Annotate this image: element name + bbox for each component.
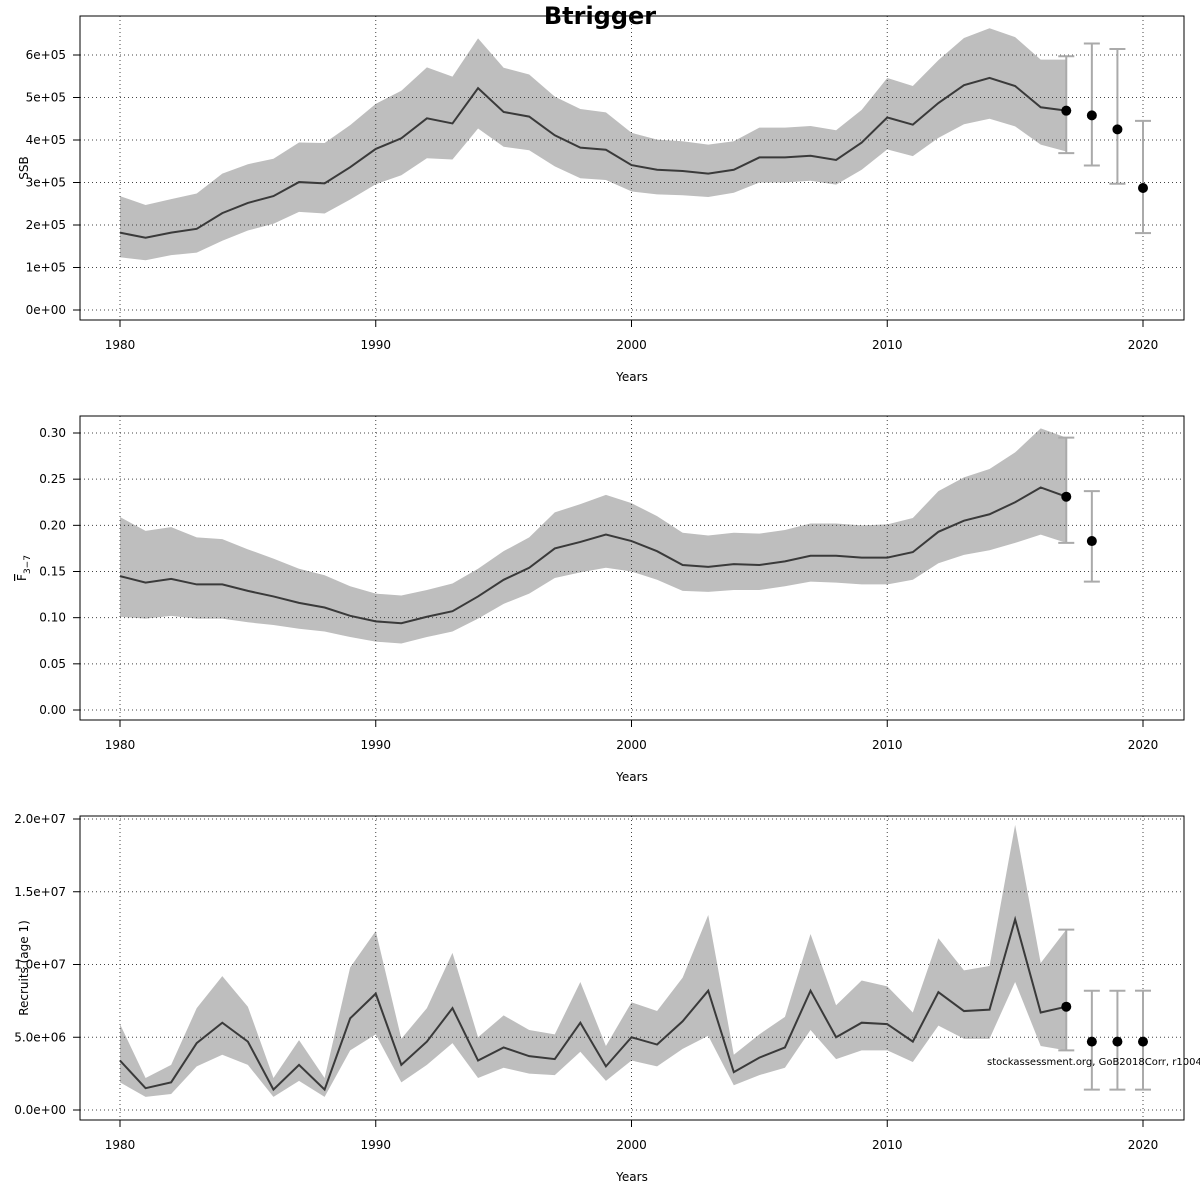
ssb-xtick-label-2010: 2010	[872, 338, 903, 352]
recruits-xlabel: Years	[615, 1170, 648, 1184]
fbar-ytick-label-6: 0.30	[39, 426, 66, 440]
recruits-xtick-label-2000: 2000	[616, 1138, 647, 1152]
ssb-forecast-point-2018	[1086, 110, 1097, 121]
ssb-estimate-line	[119, 76, 1067, 239]
ssb-forecast-errorbar-2018	[1083, 42, 1100, 167]
recruits-xtick-label-1980: 1980	[105, 1138, 136, 1152]
recruits-forecast-errorbar-2017	[1058, 928, 1075, 1052]
fbar-ytick-label-5: 0.25	[39, 472, 66, 486]
ssb-xtick-label-2020: 2020	[1128, 338, 1159, 352]
ssb-xlabel: Years	[615, 370, 648, 384]
recruits-forecast-point-2017	[1061, 1001, 1072, 1012]
recruits-ytick-label-2: 1.0e+07	[14, 958, 66, 972]
recruits-ylabel: Recruits (age 1)	[17, 920, 31, 1016]
ssb-panel: 1980 1990 2000 2010 2020 0e+00 1e+05 2e+05 3e+05…	[17, 15, 1185, 384]
ssb-ylabel: SSB	[17, 156, 31, 179]
ssb-ytick-label-3: 3e+05	[26, 176, 66, 190]
ssb-xtick-label-2000: 2000	[616, 338, 647, 352]
ssb-forecast-point-2019	[1112, 124, 1123, 135]
recruits-panel: 1980 1990 2000 2010 2020 0.0e+00 5.0e+06 1.0e+0…	[14, 812, 1185, 1184]
recruits-forecast-point-2019	[1112, 1036, 1123, 1047]
credit-note: stockassessment.org, GoB2018Corr, r10042	[987, 1057, 1200, 1068]
fbar-xtick-label-1980: 1980	[105, 738, 136, 752]
ssb-forecast-point-2020	[1138, 183, 1148, 194]
recruits-xtick-label-2020: 2020	[1128, 1138, 1159, 1152]
ssb-xtick-label-1980: 1980	[105, 338, 136, 352]
fbar-ytick-label-1: 0.05	[39, 657, 66, 671]
fbar-xtick-label-2010: 2010	[872, 738, 903, 752]
recruits-ytick-label-3: 1.5e+07	[14, 885, 66, 899]
recruits-ytick-label-1: 5.0e+06	[14, 1030, 66, 1044]
ssb-ytick-label-2: 2e+05	[26, 218, 66, 232]
fbar-forecast-errorbar-2017	[1058, 436, 1075, 544]
fbar-forecast-point-2017	[1061, 491, 1072, 502]
ssb-forecast-errorbar-2019	[1109, 48, 1126, 185]
ssb-forecast-point-2017	[1061, 105, 1072, 116]
recruits-confidence-band	[120, 824, 1067, 1097]
fbar-ytick-label-4: 0.20	[39, 518, 66, 532]
recruits-forecast-point-2020	[1138, 1036, 1148, 1047]
fbar-xtick-label-2020: 2020	[1128, 738, 1159, 752]
fbar-ylabel: F3−7	[15, 555, 33, 581]
fbar-ytick-label-3: 0.15	[39, 565, 66, 579]
fbar-ytick-label-2: 0.10	[39, 611, 66, 625]
fbar-panel: 1980 1990 2000 2010 2020 0.00 0.05 0.10 0.15 0.20…	[15, 415, 1185, 784]
recruits-ytick-label-0: 0.0e+00	[14, 1103, 66, 1117]
fbar-forecast-point-2018	[1086, 536, 1097, 547]
ssb-ytick-label-5: 5e+05	[26, 91, 66, 105]
ssb-forecast-errorbar-2020	[1135, 119, 1151, 235]
ssb-ytick-label-6: 6e+05	[26, 48, 66, 62]
recruits-forecast-point-2018	[1086, 1036, 1097, 1047]
recruits-xtick-label-2010: 2010	[872, 1138, 903, 1152]
fbar-xlabel: Years	[615, 770, 648, 784]
ssb-confidence-band	[120, 28, 1067, 261]
fbar-xtick-label-1990: 1990	[360, 738, 391, 752]
ssb-ytick-label-0: 0e+00	[26, 303, 66, 317]
recruits-ytick-label-4: 2.0e+07	[14, 812, 66, 826]
ssb-xtick-label-1990: 1990	[360, 338, 391, 352]
ssb-forecast-errorbar-2017	[1058, 55, 1075, 155]
fbar-xtick-label-2000: 2000	[616, 738, 647, 752]
recruits-xtick-label-1990: 1990	[360, 1138, 391, 1152]
fbar-confidence-band	[120, 428, 1067, 644]
ssb-ytick-label-4: 4e+05	[26, 133, 66, 147]
ssb-ytick-label-1: 1e+05	[26, 261, 66, 275]
fbar-estimate-line	[119, 486, 1067, 625]
recruits-estimate-line	[119, 915, 1067, 1092]
fbar-ytick-label-0: 0.00	[39, 703, 66, 717]
